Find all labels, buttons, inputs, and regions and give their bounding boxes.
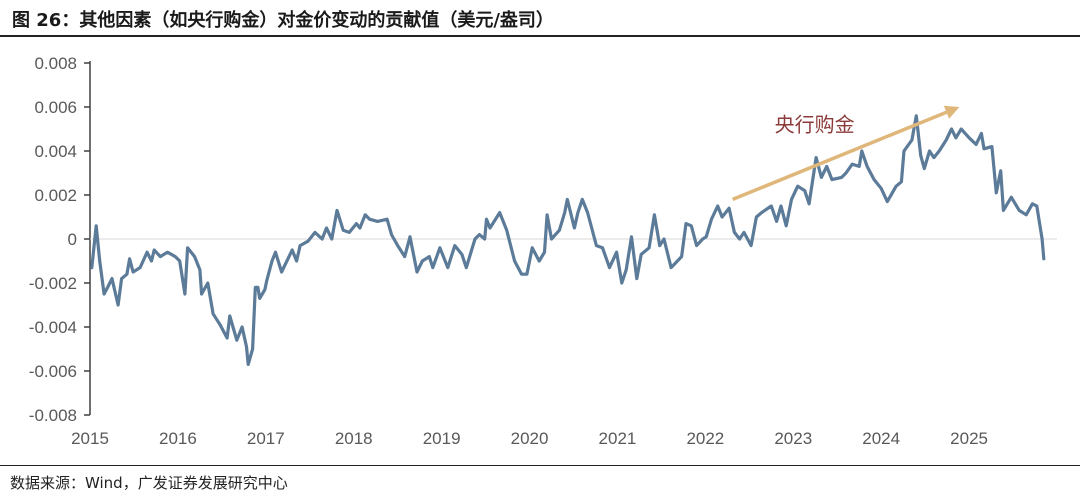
x-tick-label: 2015 <box>71 429 109 448</box>
x-tick-label: 2024 <box>862 429 900 448</box>
y-tick-label: -0.002 <box>29 274 77 293</box>
trend-arrow-line <box>731 110 948 202</box>
x-tick-label: 2021 <box>599 429 637 448</box>
y-tick-label: 0 <box>68 230 77 249</box>
source-note: 数据来源：Wind，广发证券发展研究中心 <box>10 474 288 492</box>
annotation-label: 央行购金 <box>775 112 855 136</box>
chart-title: 图 26：其他因素（如央行购金）对金价变动的贡献值（美元/盎司） <box>12 10 554 31</box>
y-tick-label: -0.006 <box>29 362 77 381</box>
title-divider <box>0 35 1080 37</box>
trend-arrow-head <box>943 105 960 119</box>
x-tick-label: 2023 <box>774 429 812 448</box>
series-line <box>90 114 1046 366</box>
y-tick-label: 0.008 <box>34 54 77 73</box>
x-tick-label: 2018 <box>335 429 373 448</box>
y-tick-label: 0.002 <box>34 186 77 205</box>
x-tick-label: 2016 <box>159 429 197 448</box>
series-group <box>90 114 1057 366</box>
line-chart: 0.008 0.006 0.004 0.002 0 -0.002 -0.004 -0.006 -… <box>29 54 1057 448</box>
y-tick-label: 0.006 <box>34 98 77 117</box>
y-tick-label: -0.004 <box>29 318 77 337</box>
x-tick-label: 2020 <box>511 429 549 448</box>
y-tick-label: -0.008 <box>29 406 77 425</box>
x-tick-label: 2019 <box>423 429 461 448</box>
x-tick-label: 2017 <box>247 429 285 448</box>
x-tick-label: 2022 <box>686 429 724 448</box>
annotation-group: 央行购金 <box>731 105 960 202</box>
x-axis: 2015 2016 2017 2018 2019 2020 2021 2022 2023 2024… <box>71 429 988 448</box>
footer-divider <box>0 465 1080 466</box>
y-axis: 0.008 0.006 0.004 0.002 0 -0.002 -0.004 -0.006 -… <box>29 54 91 425</box>
y-tick-label: 0.004 <box>34 142 77 161</box>
x-tick-label: 2025 <box>950 429 988 448</box>
